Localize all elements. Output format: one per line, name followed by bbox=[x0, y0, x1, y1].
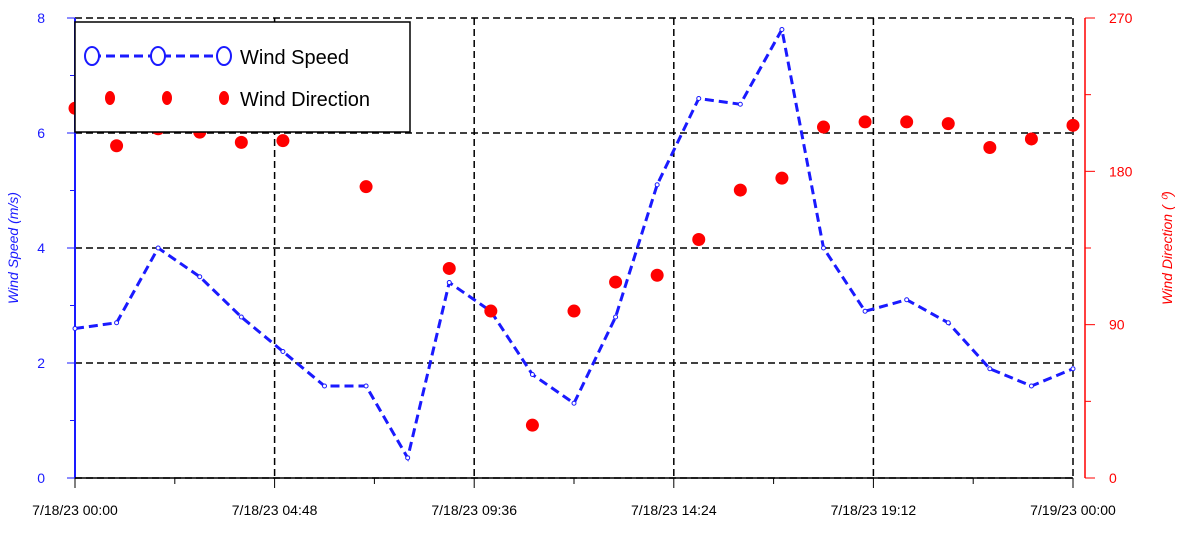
wind-direction-point bbox=[484, 304, 498, 318]
left-tick-label: 2 bbox=[37, 355, 45, 371]
wind-direction-point bbox=[609, 275, 623, 289]
wind-speed-point bbox=[446, 280, 452, 285]
legend-speed-marker bbox=[84, 46, 100, 66]
wind-speed-point bbox=[987, 366, 993, 372]
left-tick-label: 6 bbox=[37, 125, 45, 141]
wind-direction-point bbox=[567, 304, 581, 318]
wind-direction-point bbox=[1066, 118, 1080, 132]
right-axis-title: Wind Direction ( ⁰) bbox=[1159, 191, 1175, 305]
wind-speed-point bbox=[363, 383, 369, 389]
series bbox=[68, 25, 1080, 462]
wind-speed-point bbox=[238, 314, 244, 320]
wind-direction-point bbox=[525, 418, 539, 432]
wind-speed-point bbox=[529, 372, 535, 377]
left-tick-label: 4 bbox=[37, 240, 45, 256]
left-axis-title: Wind Speed (m/s) bbox=[5, 192, 21, 304]
wind-direction-point bbox=[234, 135, 248, 149]
wind-direction-point bbox=[110, 139, 124, 153]
wind-speed-point bbox=[779, 27, 785, 32]
x-tick-label: 7/18/23 19:12 bbox=[831, 502, 917, 518]
left-tick-label: 8 bbox=[37, 10, 45, 26]
wind-speed-point bbox=[654, 182, 660, 188]
wind-speed-point bbox=[862, 308, 868, 314]
wind-speed-point bbox=[322, 383, 327, 389]
wind-direction-point bbox=[817, 120, 830, 134]
legend: Wind Speed Wind Direction bbox=[74, 21, 411, 133]
wind-speed-point bbox=[904, 297, 910, 303]
wind-speed-point bbox=[737, 101, 743, 107]
wind-speed-point bbox=[72, 326, 78, 331]
right-tick-label: 180 bbox=[1109, 163, 1133, 179]
wind-direction-point bbox=[276, 134, 290, 148]
wind-speed-point bbox=[280, 349, 286, 354]
wind-direction-point bbox=[733, 183, 747, 197]
right-tick-label: 0 bbox=[1109, 470, 1117, 486]
legend-speed-marker bbox=[216, 46, 232, 66]
legend-speed-marker bbox=[150, 46, 166, 66]
x-tick-label: 7/18/23 14:24 bbox=[631, 502, 717, 518]
wind-direction-point bbox=[442, 261, 456, 275]
x-tick-label: 7/19/23 00:00 bbox=[1030, 502, 1116, 518]
wind-direction-point bbox=[650, 268, 664, 282]
wind-speed-point bbox=[1028, 383, 1034, 389]
wind-direction-point bbox=[941, 117, 955, 131]
right-tick-label: 90 bbox=[1109, 317, 1125, 333]
wind-direction-point bbox=[1024, 132, 1038, 146]
wind-speed-point bbox=[945, 320, 951, 326]
wind-speed-point bbox=[114, 320, 120, 326]
wind-direction-point bbox=[858, 115, 872, 129]
wind-speed-point bbox=[155, 245, 161, 251]
wind-direction-point bbox=[983, 140, 997, 154]
wind-speed-point bbox=[613, 314, 619, 320]
wind-speed-point bbox=[696, 96, 702, 101]
wind-speed-point bbox=[571, 400, 577, 406]
x-tick-label: 7/18/23 09:36 bbox=[431, 502, 517, 518]
legend-label-speed: Wind Speed bbox=[240, 47, 349, 69]
x-tick-label: 7/18/23 04:48 bbox=[232, 502, 318, 518]
wind-speed-point bbox=[405, 455, 411, 461]
wind-direction-point bbox=[900, 115, 914, 129]
right-tick-label: 270 bbox=[1109, 10, 1133, 26]
wind-direction-point bbox=[775, 171, 789, 185]
legend-direction-marker bbox=[219, 91, 229, 105]
wind-speed-point bbox=[821, 245, 826, 251]
legend-direction-marker bbox=[162, 91, 172, 105]
wind-speed-point bbox=[197, 274, 203, 280]
left-tick-label: 0 bbox=[37, 470, 45, 486]
legend-box bbox=[74, 21, 411, 133]
legend-direction-marker bbox=[105, 91, 115, 105]
legend-label-direction: Wind Direction bbox=[240, 89, 370, 111]
x-tick-label: 7/18/23 00:00 bbox=[32, 502, 118, 518]
wind-speed-point bbox=[1070, 366, 1076, 372]
wind-direction-point bbox=[359, 180, 373, 194]
wind-direction-point bbox=[692, 232, 706, 246]
